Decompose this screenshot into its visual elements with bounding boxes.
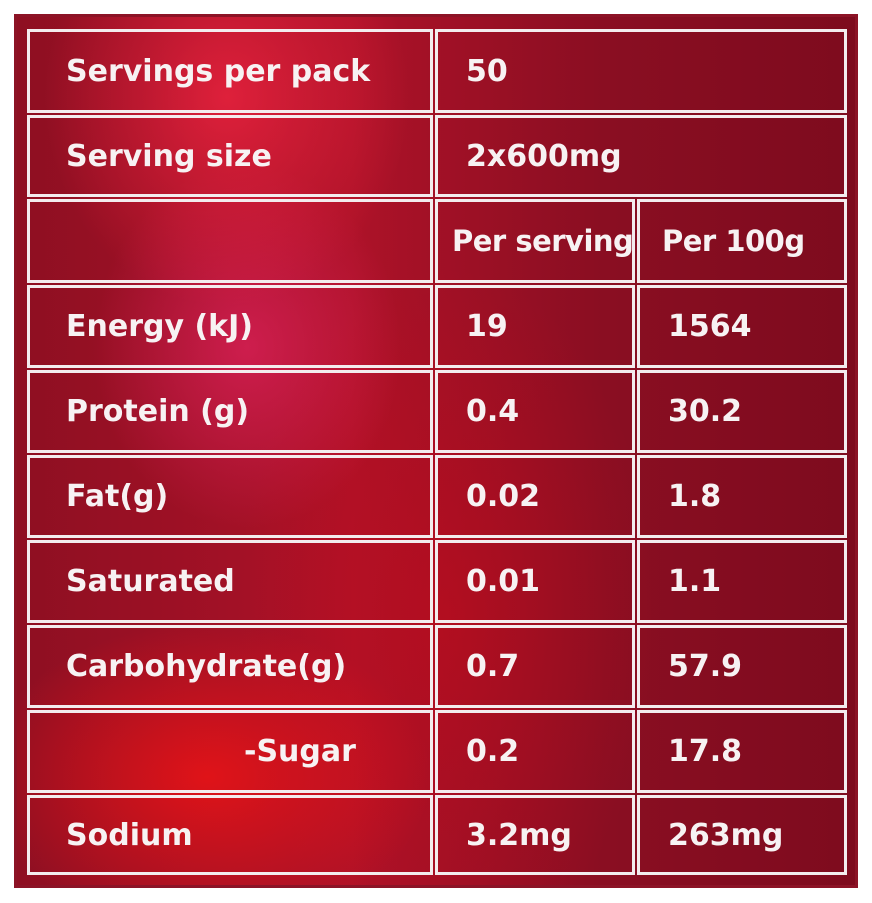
per-serving-value: 19 <box>435 285 635 368</box>
header-per-serving: Per serving <box>435 199 635 283</box>
per-100g-value: 30.2 <box>637 370 847 453</box>
serving-size-label: Serving size <box>27 115 433 197</box>
per-serving-value: 0.4 <box>435 370 635 453</box>
nutrient-name: Saturated <box>27 540 433 623</box>
header-blank-cell <box>27 199 433 283</box>
nutrient-name: Fat(g) <box>27 455 433 538</box>
per-100g-value: 1.8 <box>637 455 847 538</box>
nutrient-name: -Sugar <box>27 710 433 793</box>
nutrition-panel: Servings per pack 50 Serving size 2x600m… <box>17 17 855 885</box>
per-serving-value: 0.2 <box>435 710 635 793</box>
nutrient-name: Sodium <box>27 795 433 875</box>
per-serving-value: 0.02 <box>435 455 635 538</box>
nutrient-name: Carbohydrate(g) <box>27 625 433 708</box>
servings-per-pack-label: Servings per pack <box>27 29 433 113</box>
per-100g-value: 17.8 <box>637 710 847 793</box>
per-100g-value: 263mg <box>637 795 847 875</box>
serving-size-value: 2x600mg <box>435 115 847 197</box>
per-serving-value: 0.7 <box>435 625 635 708</box>
per-serving-value: 0.01 <box>435 540 635 623</box>
nutrient-name: Energy (kJ) <box>27 285 433 368</box>
per-100g-value: 57.9 <box>637 625 847 708</box>
per-serving-value: 3.2mg <box>435 795 635 875</box>
per-100g-value: 1564 <box>637 285 847 368</box>
per-100g-value: 1.1 <box>637 540 847 623</box>
nutrient-name: Protein (g) <box>27 370 433 453</box>
servings-per-pack-value: 50 <box>435 29 847 113</box>
header-per-100g: Per 100g <box>637 199 847 283</box>
